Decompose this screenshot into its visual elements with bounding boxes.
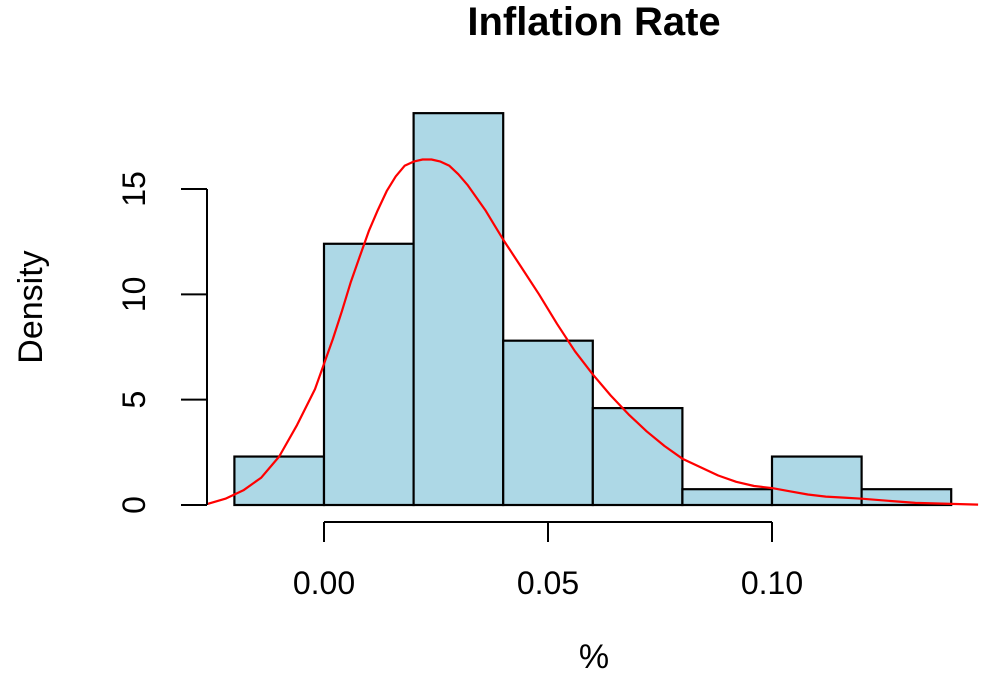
- histogram-bar: [591, 406, 684, 507]
- histogram-bar: [233, 455, 326, 507]
- y-tick-label: 10: [116, 277, 152, 313]
- y-tick-label: 5: [116, 391, 152, 409]
- density-curve: [207, 158, 979, 506]
- histogram-bar: [502, 339, 594, 507]
- x-axis: 0.00 0.05 0.10: [293, 521, 803, 601]
- y-axis-label: Density: [12, 250, 50, 363]
- y-axis: 0 5 10 15: [116, 171, 208, 514]
- histogram-bar: [681, 488, 774, 507]
- histogram-bars: [233, 112, 953, 507]
- y-tick-label: 0: [116, 496, 152, 514]
- x-axis-label: %: [579, 638, 609, 675]
- density-curve-layer: [207, 158, 979, 506]
- x-tick-label: 0.05: [517, 565, 579, 601]
- chart-title: Inflation Rate: [467, 0, 720, 44]
- x-tick-label: 0.00: [293, 565, 355, 601]
- histogram-bar: [412, 112, 505, 507]
- x-tick-label: 0.10: [741, 565, 803, 601]
- histogram-bar: [322, 242, 415, 507]
- y-tick-label: 15: [116, 171, 152, 207]
